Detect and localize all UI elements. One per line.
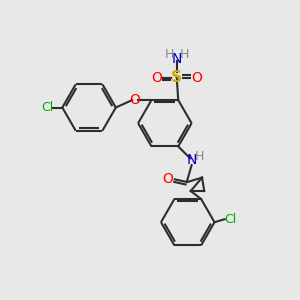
- Text: N: N: [172, 52, 182, 66]
- Text: O: O: [191, 71, 203, 85]
- Text: N: N: [186, 153, 197, 167]
- Text: Cl: Cl: [41, 101, 54, 114]
- Text: O: O: [151, 71, 162, 85]
- Text: S: S: [171, 70, 182, 85]
- Text: H: H: [165, 48, 174, 61]
- Text: H: H: [195, 150, 205, 163]
- Text: Cl: Cl: [224, 213, 236, 226]
- Text: H: H: [179, 48, 189, 61]
- Text: O: O: [163, 172, 174, 186]
- Text: O: O: [130, 93, 141, 107]
